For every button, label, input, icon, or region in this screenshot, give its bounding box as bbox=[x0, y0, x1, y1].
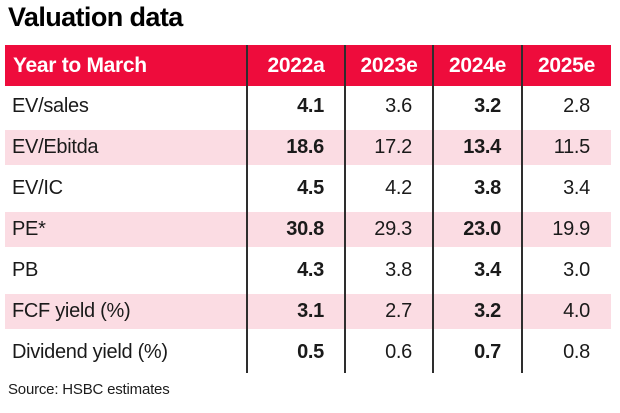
cell-value: 2.8 bbox=[563, 95, 590, 117]
cell-value: 3.8 bbox=[385, 259, 412, 281]
cell-value: 23.0 bbox=[463, 218, 501, 240]
cell-value: 29.3 bbox=[374, 218, 412, 240]
source-note: Source: HSBC estimates bbox=[8, 381, 170, 398]
header-2023e: 2023e bbox=[360, 53, 418, 77]
cell-value: 0.7 bbox=[474, 341, 501, 363]
cell-value: 3.8 bbox=[474, 177, 501, 199]
cell-value: 17.2 bbox=[374, 136, 412, 158]
column-divider bbox=[246, 45, 248, 373]
table-row-pb: PB 4.3 3.8 3.4 3.0 bbox=[5, 250, 611, 291]
cell-value: 3.4 bbox=[563, 177, 590, 199]
header-2025e: 2025e bbox=[538, 53, 595, 77]
row-label: PB bbox=[12, 259, 39, 281]
table-row-fcf-yield: FCF yield (%) 3.1 2.7 3.2 4.0 bbox=[5, 291, 611, 332]
row-label: PE* bbox=[12, 218, 46, 240]
row-label: EV/sales bbox=[12, 95, 89, 117]
cell-value: 3.6 bbox=[385, 95, 412, 117]
row-label: Dividend yield (%) bbox=[12, 341, 168, 363]
cell-value: 3.4 bbox=[474, 259, 501, 281]
cell-value: 0.8 bbox=[563, 341, 590, 363]
cell-value: 18.6 bbox=[286, 136, 324, 158]
cell-value: 3.0 bbox=[563, 259, 590, 281]
cell-value: 30.8 bbox=[286, 218, 324, 240]
cell-value: 4.1 bbox=[297, 95, 324, 117]
cell-value: 3.1 bbox=[297, 300, 324, 322]
cell-value: 4.3 bbox=[297, 259, 324, 281]
column-divider bbox=[432, 45, 434, 373]
cell-value: 4.2 bbox=[385, 177, 412, 199]
table-row-ev-sales: EV/sales 4.1 3.6 3.2 2.8 bbox=[5, 86, 611, 127]
table-row-dividend-yield: Dividend yield (%) 0.5 0.6 0.7 0.8 bbox=[5, 332, 611, 373]
cell-value: 11.5 bbox=[553, 136, 591, 158]
table-row-ev-ic: EV/IC 4.5 4.2 3.8 3.4 bbox=[5, 168, 611, 209]
header-2022a: 2022a bbox=[267, 53, 325, 77]
row-label: FCF yield (%) bbox=[12, 300, 131, 322]
cell-value: 0.6 bbox=[385, 341, 412, 363]
page-title: Valuation data bbox=[8, 2, 183, 32]
row-label: EV/Ebitda bbox=[12, 136, 99, 158]
row-label: EV/IC bbox=[12, 177, 63, 199]
header-2024e: 2024e bbox=[449, 53, 506, 77]
cell-value: 4.0 bbox=[563, 300, 590, 322]
valuation-table: Year to March 2022a 2023e 2024e 2025e EV… bbox=[5, 45, 611, 373]
column-divider bbox=[521, 45, 523, 373]
table-header-row: Year to March 2022a 2023e 2024e 2025e bbox=[5, 45, 611, 86]
cell-value: 2.7 bbox=[385, 300, 412, 322]
table-row-ev-ebitda: EV/Ebitda 18.6 17.2 13.4 11.5 bbox=[5, 127, 611, 168]
cell-value: 4.5 bbox=[297, 177, 324, 199]
cell-value: 3.2 bbox=[474, 95, 501, 117]
cell-value: 19.9 bbox=[552, 218, 590, 240]
column-divider bbox=[344, 45, 346, 373]
table-row-pe: PE* 30.8 29.3 23.0 19.9 bbox=[5, 209, 611, 250]
cell-value: 0.5 bbox=[297, 341, 324, 363]
cell-value: 3.2 bbox=[474, 300, 501, 322]
cell-value: 13.4 bbox=[463, 136, 501, 158]
header-year-to-march: Year to March bbox=[13, 53, 147, 77]
